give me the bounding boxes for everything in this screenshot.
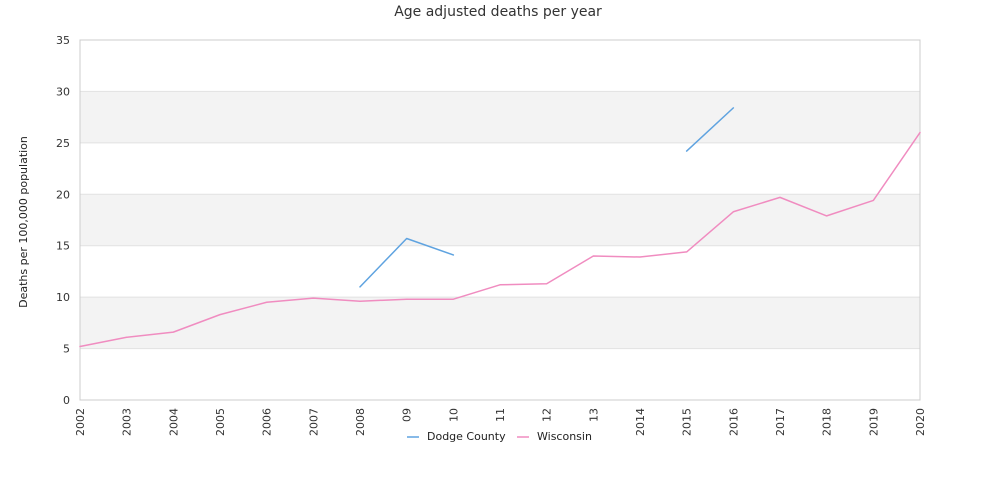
series-line-dodge-county bbox=[359, 237, 455, 288]
x-tick-label: 2008 bbox=[354, 408, 367, 436]
x-tick-label: 2018 bbox=[821, 408, 834, 436]
x-axis-ticks: 2002 2003 2004 2005 2006 2007 2008 09 10 11 12 13 20… bbox=[74, 408, 927, 436]
y-tick-label: 35 bbox=[56, 34, 70, 47]
x-tick-label: 2005 bbox=[214, 408, 227, 436]
data-point-wisconsin bbox=[685, 251, 687, 253]
data-point-wisconsin bbox=[872, 199, 874, 201]
data-point-wisconsin bbox=[359, 300, 361, 302]
data-point-wisconsin bbox=[779, 196, 781, 198]
x-tick-label: 2016 bbox=[727, 408, 740, 436]
y-tick-label: 25 bbox=[56, 137, 70, 150]
x-tick-label: 2020 bbox=[914, 408, 927, 436]
x-tick-label: 2015 bbox=[681, 408, 694, 436]
data-point-wisconsin bbox=[592, 255, 594, 257]
x-tick-label: 2004 bbox=[167, 408, 180, 436]
data-point-wisconsin bbox=[312, 297, 314, 299]
grid-lines bbox=[80, 39, 920, 401]
y-tick-label: 20 bbox=[56, 188, 70, 201]
grid-band bbox=[80, 297, 920, 349]
data-point-wisconsin bbox=[79, 345, 81, 347]
x-tick-label: 13 bbox=[587, 408, 600, 422]
series-lines bbox=[79, 107, 921, 348]
data-point-dodge-county bbox=[359, 286, 361, 288]
data-point-dodge-county bbox=[685, 150, 687, 152]
legend-label-dodge-county: Dodge County bbox=[427, 430, 506, 443]
data-point-wisconsin bbox=[825, 215, 827, 217]
data-point-dodge-county bbox=[732, 107, 734, 109]
x-tick-label: 11 bbox=[494, 408, 507, 422]
data-point-wisconsin bbox=[639, 256, 641, 258]
y-axis-ticks: 0 5 10 15 20 25 30 35 bbox=[56, 34, 70, 407]
x-tick-label: 2014 bbox=[634, 408, 647, 436]
data-point-wisconsin bbox=[172, 331, 174, 333]
x-tick-label: 2006 bbox=[261, 408, 274, 436]
legend: Dodge County Wisconsin bbox=[407, 430, 592, 443]
data-point-dodge-county bbox=[452, 254, 454, 256]
data-point-wisconsin bbox=[545, 283, 547, 285]
grid-bands bbox=[80, 91, 920, 349]
x-tick-label: 2017 bbox=[774, 408, 787, 436]
y-tick-label: 5 bbox=[63, 343, 70, 356]
plot-frame bbox=[79, 39, 921, 401]
data-point-dodge-county bbox=[405, 237, 407, 239]
y-axis-title: Deaths per 100,000 population bbox=[17, 136, 30, 308]
data-point-wisconsin bbox=[405, 298, 407, 300]
data-point-wisconsin bbox=[732, 211, 734, 213]
data-point-wisconsin bbox=[219, 313, 221, 315]
x-tick-label: 2002 bbox=[74, 408, 87, 436]
x-tick-label: 12 bbox=[541, 408, 554, 422]
data-point-wisconsin bbox=[919, 131, 921, 133]
data-point-wisconsin bbox=[452, 298, 454, 300]
series-line-wisconsin bbox=[79, 131, 921, 348]
y-tick-label: 30 bbox=[56, 85, 70, 98]
y-tick-label: 0 bbox=[63, 394, 70, 407]
data-point-wisconsin bbox=[125, 336, 127, 338]
y-tick-label: 10 bbox=[56, 291, 70, 304]
data-point-wisconsin bbox=[265, 301, 267, 303]
x-tick-label: 09 bbox=[401, 408, 414, 422]
data-point-wisconsin bbox=[499, 284, 501, 286]
chart-title: Age adjusted deaths per year bbox=[394, 4, 602, 20]
legend-label-wisconsin: Wisconsin bbox=[537, 430, 592, 443]
x-tick-label: 2019 bbox=[867, 408, 880, 436]
y-tick-label: 15 bbox=[56, 240, 70, 253]
grid-band bbox=[80, 91, 920, 143]
x-tick-label: 2007 bbox=[307, 408, 320, 436]
x-tick-label: 10 bbox=[447, 408, 460, 422]
x-tick-label: 2003 bbox=[121, 408, 134, 436]
series-line-dodge-county bbox=[685, 107, 735, 152]
grid-band bbox=[80, 194, 920, 246]
